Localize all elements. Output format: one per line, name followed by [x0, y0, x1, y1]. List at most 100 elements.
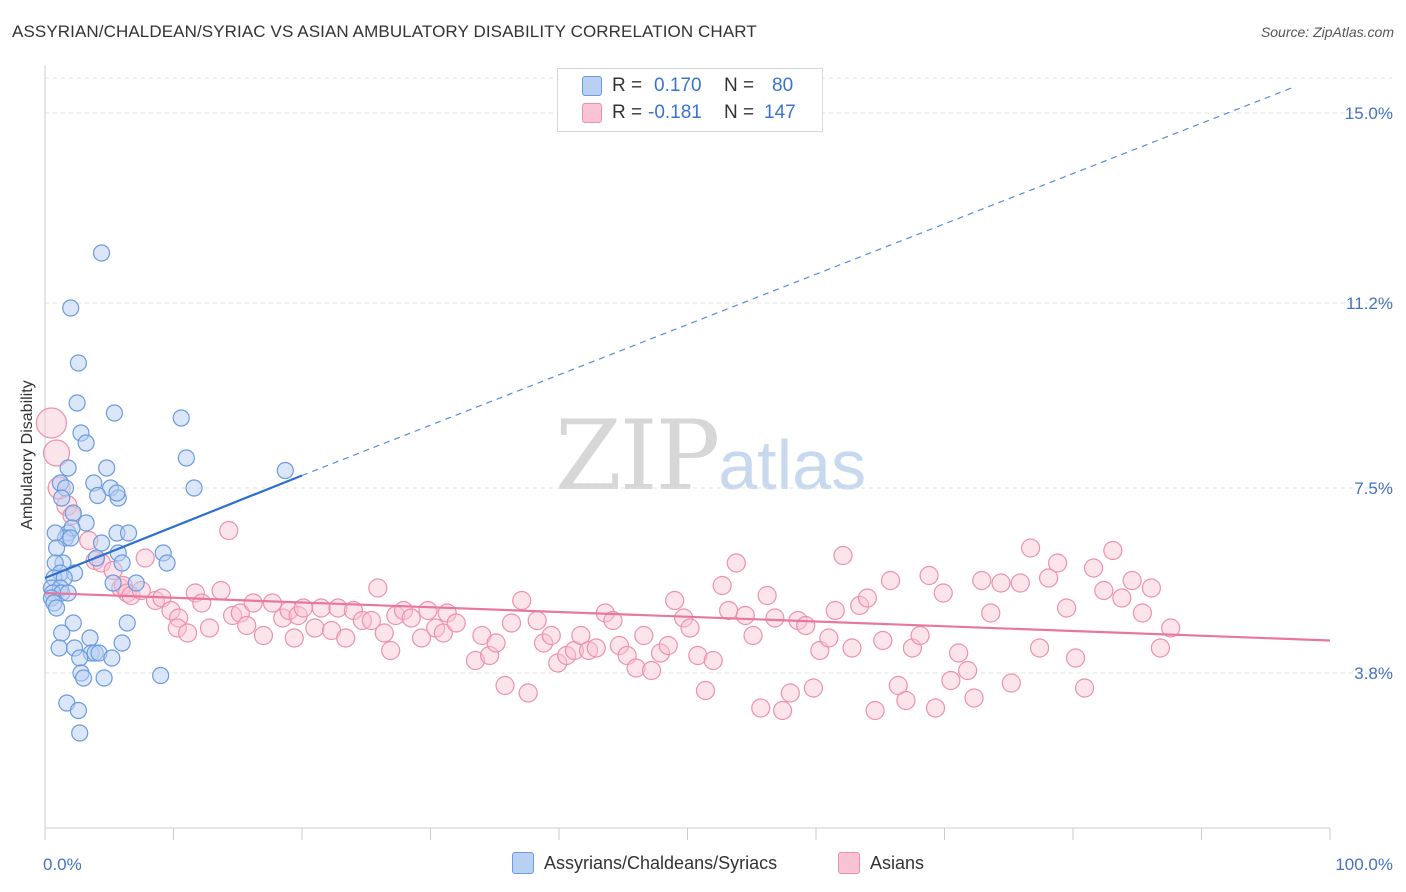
assyrians-point — [50, 639, 68, 657]
asians-point — [796, 615, 816, 636]
asians-point — [941, 670, 961, 691]
y-tick-label: 15.0% — [1345, 104, 1393, 123]
assyrians-point — [108, 484, 126, 502]
series-legend: Assyrians/Chaldeans/Syriacs Asians — [0, 852, 1406, 878]
assyrians-point — [185, 479, 203, 497]
legend-swatch-assyrians — [582, 76, 602, 96]
asians-point — [949, 643, 969, 663]
legend-n-value: 147 — [764, 102, 796, 123]
asians-point — [919, 565, 939, 586]
assyrians-point — [69, 354, 88, 372]
asians-point — [262, 593, 283, 613]
asians-point — [368, 578, 388, 598]
asians-point — [964, 688, 984, 708]
asians-point — [501, 613, 522, 633]
asians-point — [695, 680, 716, 701]
assyrians-point — [71, 724, 89, 742]
asians-point — [991, 573, 1011, 593]
asians-point — [1122, 570, 1142, 591]
asians-point — [1132, 603, 1152, 623]
asians-point — [1161, 618, 1181, 638]
asians-point — [578, 640, 599, 661]
axes — [44, 66, 1331, 840]
asians-point — [253, 625, 274, 646]
watermark-atlas: atlas — [718, 426, 867, 504]
x-tick-label-end: 100.0% — [1335, 855, 1393, 874]
y-tick-label: 7.5% — [1354, 479, 1393, 498]
asians-point — [1094, 580, 1114, 601]
assyrians-point — [62, 299, 80, 317]
assyrians-point — [53, 624, 71, 642]
asians-point — [480, 645, 500, 666]
asians-point — [35, 407, 68, 439]
asians-point — [757, 585, 777, 606]
asians-point — [712, 575, 732, 596]
assyrians-point — [47, 599, 66, 617]
assyrians-point — [104, 574, 122, 592]
assyrians-point — [152, 666, 170, 685]
correlation-legend: R = 0.170 N = 80 R = -0.181 N = 147 — [557, 68, 823, 132]
legend-item-assyrians[interactable]: Assyrians/Chaldeans/Syriacs — [512, 852, 777, 874]
assyrians-point — [276, 461, 294, 480]
asians-point — [219, 520, 239, 541]
asians-point — [751, 698, 771, 718]
assyrians-point — [92, 534, 111, 552]
asians-point — [842, 638, 862, 658]
asians-point — [1038, 568, 1059, 588]
asians-point — [1047, 553, 1068, 573]
asians-point — [1001, 673, 1021, 693]
asians-point — [772, 700, 793, 721]
asians-point — [305, 618, 325, 638]
asians-point — [42, 439, 71, 467]
asians-point — [284, 628, 304, 648]
asians-point — [865, 700, 885, 721]
asians-point — [910, 625, 930, 646]
asians-point — [465, 650, 486, 671]
assyrians-trend-line — [44, 474, 303, 580]
asians-point — [1056, 598, 1077, 618]
assyrians-trend-extension — [301, 87, 1292, 477]
assyrians-point — [46, 524, 64, 542]
asians-point — [641, 660, 662, 681]
asians-point — [418, 600, 438, 621]
asians-point — [819, 628, 839, 648]
asians-point — [381, 640, 401, 661]
asians-point — [925, 698, 946, 718]
x-tick-label-start: 0.0% — [43, 855, 82, 874]
asians-point — [735, 605, 755, 626]
asians-point — [1150, 638, 1170, 658]
asians-point — [223, 605, 243, 626]
watermark-zip: ZIP — [555, 400, 720, 512]
asians-point — [688, 645, 708, 666]
asians-point — [230, 603, 250, 623]
legend-item-asians[interactable]: Asians — [838, 852, 924, 874]
asians-point — [1029, 638, 1050, 658]
legend-r-label: R = — [612, 75, 643, 96]
assyrians-point — [77, 434, 95, 452]
asians-point — [680, 618, 700, 638]
asians-point — [1112, 588, 1132, 608]
assyrians-point — [113, 634, 131, 652]
assyrians-point — [53, 489, 71, 507]
asians-point — [192, 593, 212, 613]
asians-point — [825, 600, 845, 621]
asians-point — [512, 590, 532, 611]
asians-point — [981, 603, 1001, 623]
asians-point — [665, 590, 685, 611]
assyrians-point — [98, 459, 116, 477]
asians-point — [880, 570, 901, 591]
asians-point — [361, 610, 381, 631]
asians-point — [803, 678, 824, 698]
asians-point — [833, 545, 853, 566]
asians-point — [958, 660, 978, 681]
asians-point — [199, 618, 220, 638]
asians-point — [1103, 540, 1123, 561]
legend-r-value: 0.170 — [654, 75, 702, 96]
source-credit: Source: ZipAtlas.com — [1260, 24, 1394, 40]
legend-n-label: N = — [724, 75, 755, 96]
asians-point — [1010, 573, 1030, 593]
asians-point — [634, 625, 654, 646]
asians-point — [135, 548, 155, 568]
legend-label-asians: Asians — [870, 852, 925, 873]
